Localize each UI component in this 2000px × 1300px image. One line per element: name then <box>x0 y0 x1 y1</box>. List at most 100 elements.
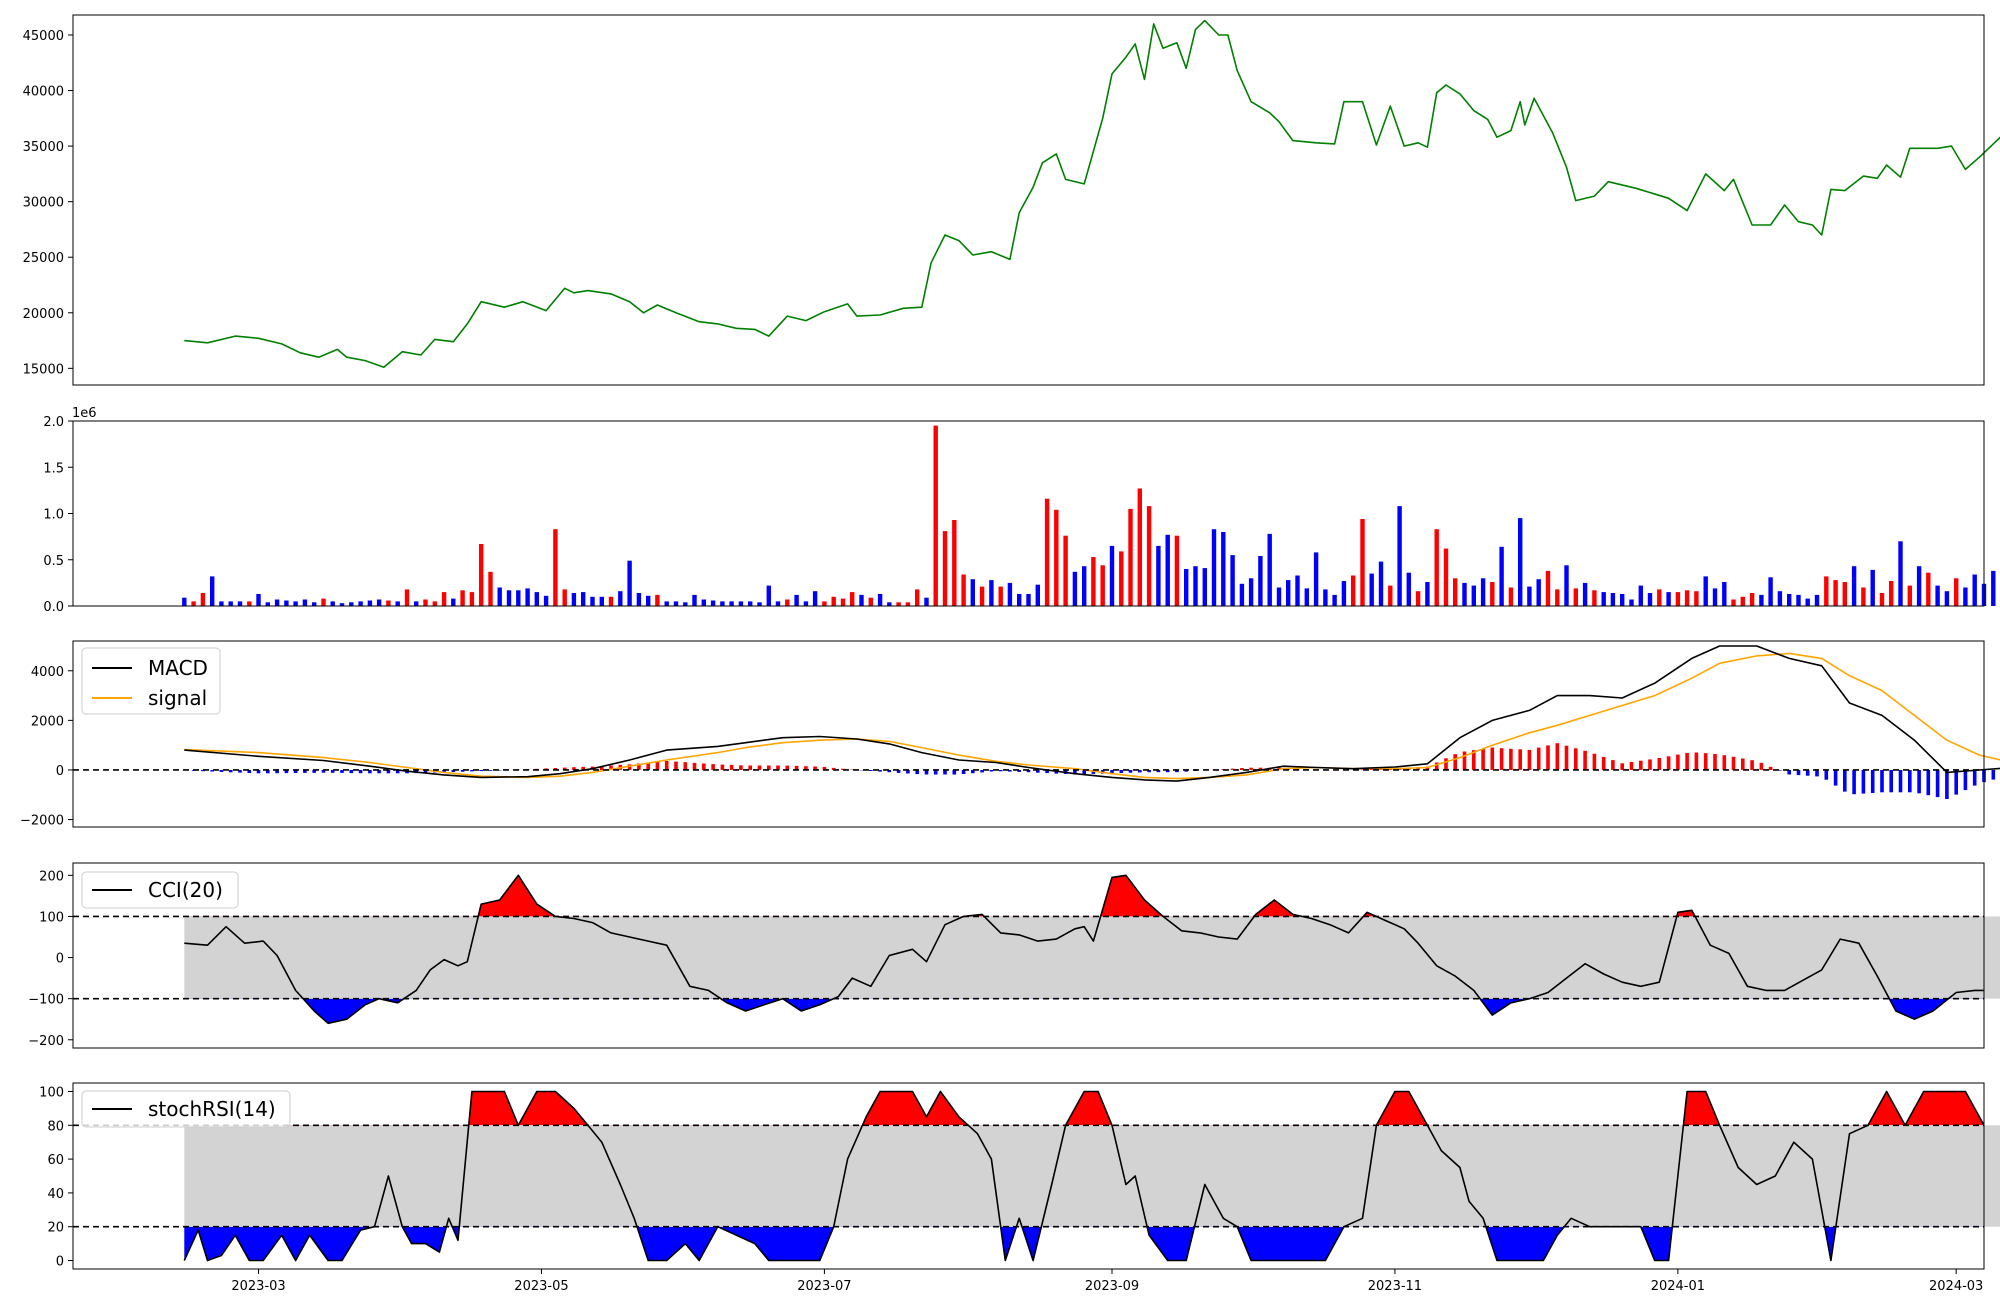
volume-bar <box>1842 582 1847 606</box>
macd-histogram-bar <box>1082 770 1086 775</box>
macd-histogram-bar <box>1240 768 1244 770</box>
volume-bar <box>1796 594 1801 606</box>
x-tick-label: 2023-11 <box>1368 1279 1422 1294</box>
volume-bar <box>497 587 502 606</box>
volume-bar <box>1582 582 1588 606</box>
macd-histogram-bar <box>692 762 697 770</box>
volume-bar <box>1221 532 1226 606</box>
volume-bar <box>1731 599 1736 606</box>
volume-bar <box>1740 596 1745 607</box>
volume-bar <box>1916 566 1922 606</box>
volume-bar <box>1564 565 1569 606</box>
macd-histogram-bar <box>479 770 483 772</box>
volume-bar <box>998 586 1003 606</box>
volume-bar <box>1425 582 1430 606</box>
macd-histogram-bar <box>1796 770 1801 776</box>
volume-bar <box>191 601 196 606</box>
volume-bar <box>1889 581 1894 606</box>
x-tick-label: 2023-07 <box>797 1279 851 1294</box>
volume-bar <box>1471 585 1476 606</box>
volume-bar <box>859 594 864 606</box>
macd-histogram-bar <box>887 770 892 773</box>
stochrsi-legend-label: stochRSI(14) <box>148 1097 276 1121</box>
macd-histogram-bar <box>451 770 456 772</box>
macd-histogram-bar <box>330 770 335 773</box>
volume-bar <box>970 579 975 606</box>
macd-histogram-bar <box>1017 770 1021 772</box>
volume-bar <box>1406 572 1411 606</box>
macd-histogram-bar <box>683 762 688 770</box>
volume-bar <box>265 602 270 606</box>
volume-bar <box>1323 589 1328 606</box>
volume-bar <box>256 594 261 606</box>
macd-histogram-bar <box>943 770 947 775</box>
macd-histogram-bar <box>1453 754 1457 770</box>
volume-bar <box>1128 508 1133 606</box>
volume-bar <box>636 593 642 606</box>
macd-histogram-bar <box>1750 760 1754 770</box>
macd-histogram-bar <box>303 770 307 773</box>
macd-histogram-bar <box>1490 747 1495 770</box>
macd-histogram-bar <box>1583 750 1587 770</box>
volume-bar <box>1601 592 1606 606</box>
macd-histogram-bar <box>266 770 270 774</box>
volume-bar <box>766 585 771 606</box>
macd-y-tick-label: 0 <box>56 764 64 779</box>
volume-bar <box>1035 584 1040 606</box>
macd-histogram-bar <box>711 764 715 770</box>
macd-histogram-bar <box>312 770 316 773</box>
volume-bar <box>1286 580 1291 606</box>
volume-bar <box>1360 519 1365 606</box>
volume-bar <box>1972 574 1977 606</box>
stochrsi-legend: stochRSI(14) <box>81 1090 291 1128</box>
price-y-tick-label: 45000 <box>23 29 64 44</box>
macd-histogram-bar <box>1592 753 1597 770</box>
macd-histogram-bar <box>1833 770 1838 786</box>
volume-bar <box>1063 535 1068 606</box>
volume-bar <box>376 599 382 606</box>
volume-bar <box>1091 557 1096 606</box>
cci-band <box>184 916 2000 999</box>
macd-legend: MACD signal <box>81 647 221 715</box>
volume-bar <box>1620 594 1625 606</box>
macd-histogram-bar <box>1472 750 1476 770</box>
volume-bar <box>1443 548 1449 606</box>
price-line <box>184 19 2000 369</box>
macd-histogram-bar <box>794 765 799 770</box>
volume-bar <box>506 590 512 606</box>
volume-bar <box>905 602 911 606</box>
cci-y-tick-label: 200 <box>39 869 64 884</box>
x-tick-label: 2024-03 <box>1929 1279 1983 1294</box>
volume-bar <box>1963 587 1968 606</box>
volume-bar <box>1861 587 1866 606</box>
volume-bar <box>840 598 846 606</box>
volume-bar <box>441 592 447 606</box>
macd-histogram-bar <box>1926 770 1931 796</box>
macd-histogram-bar <box>1954 770 1958 795</box>
volume-bar <box>219 601 224 606</box>
volume-bar <box>1341 581 1347 606</box>
macd-histogram-bar <box>1880 770 1884 793</box>
x-tick-label: 2024-01 <box>1651 1279 1705 1294</box>
volume-bar <box>534 592 539 606</box>
volume-bar <box>1954 578 1959 607</box>
volume-bar <box>200 593 206 606</box>
macd-histogram-bar <box>386 770 391 774</box>
macd-histogram-bar <box>1036 770 1040 773</box>
macd-histogram-bar <box>952 770 957 775</box>
volume-bar <box>1146 506 1152 606</box>
volume-bar <box>414 601 419 606</box>
volume-bar <box>1462 582 1467 606</box>
volume-bar <box>1545 570 1551 606</box>
macd-histogram-bar <box>1564 745 1569 770</box>
macd-histogram-bar <box>878 770 882 772</box>
macd-line <box>184 645 2000 782</box>
volume-bar <box>933 425 938 606</box>
volume-bar <box>812 591 818 606</box>
volume-bar <box>1230 555 1235 606</box>
macd-histogram-bar <box>201 770 205 772</box>
volume-bar <box>1026 594 1031 606</box>
macd-histogram-bar <box>637 763 641 770</box>
volume-bar <box>961 574 966 606</box>
